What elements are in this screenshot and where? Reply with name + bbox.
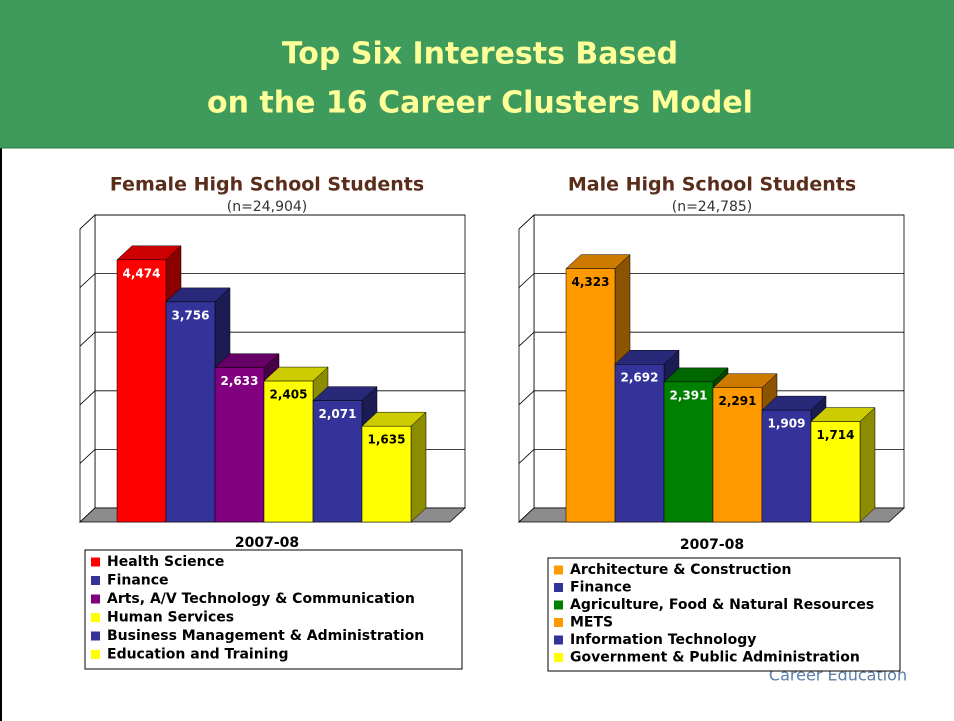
legend-box xyxy=(547,557,901,672)
grid-line xyxy=(79,214,465,230)
side-wall xyxy=(79,214,96,523)
chart-subtitle: (n=24,904) xyxy=(227,199,308,215)
legend-swatch xyxy=(91,631,100,641)
chart-title: Male High School Students xyxy=(568,174,856,196)
value-label: 1,714 xyxy=(817,428,855,442)
legend-label: Finance xyxy=(570,580,632,596)
legend-swatch xyxy=(554,618,563,627)
value-label: 2,071 xyxy=(319,407,357,421)
grid-line xyxy=(518,390,904,406)
legend-swatch xyxy=(91,613,100,622)
value-label: 1,635 xyxy=(368,433,406,447)
legend-swatch xyxy=(91,576,100,585)
value-label: 2,692 xyxy=(621,371,659,385)
bar xyxy=(361,411,427,523)
legend-swatch xyxy=(554,600,563,610)
legend-label: Information Technology xyxy=(570,632,756,648)
legend-swatch xyxy=(91,557,100,567)
header-title: Top Six Interests Based xyxy=(282,37,678,72)
header-band xyxy=(0,0,954,148)
x-axis-label: 2007-08 xyxy=(680,537,744,553)
legend-label: Finance xyxy=(107,573,169,589)
legend-label: Government & Public Administration xyxy=(570,650,860,666)
side-wall xyxy=(518,214,535,523)
legend-label: Human Services xyxy=(107,610,234,626)
legend-label: Agriculture, Food & Natural Resources xyxy=(570,597,874,613)
value-label: 4,474 xyxy=(123,266,161,280)
value-label: 2,633 xyxy=(221,374,259,388)
value-label: 3,756 xyxy=(172,308,210,322)
legend-label: Arts, A/V Technology & Communication xyxy=(107,591,415,607)
chart-title: Female High School Students xyxy=(110,174,424,196)
legend-swatch xyxy=(91,594,100,604)
grid-line xyxy=(518,214,904,230)
value-label: 2,391 xyxy=(670,388,708,402)
legend-label: METS xyxy=(570,615,613,631)
legend-swatch xyxy=(91,650,100,659)
value-label: 1,909 xyxy=(768,417,806,431)
grid-line xyxy=(518,273,904,288)
grid-line xyxy=(518,331,904,347)
chart-subtitle: (n=24,785) xyxy=(672,199,753,215)
value-label: 2,291 xyxy=(719,394,757,408)
grid-line xyxy=(79,331,465,347)
x-axis-label: 2007-08 xyxy=(235,535,299,551)
value-label: 4,323 xyxy=(572,275,610,289)
legend-swatch xyxy=(554,583,563,592)
legend-label: Architecture & Construction xyxy=(570,562,791,578)
legend-box xyxy=(84,549,463,670)
legend-label: Health Science xyxy=(107,554,224,570)
legend-label: Education and Training xyxy=(107,647,288,663)
bar xyxy=(810,406,876,523)
legend-swatch xyxy=(554,565,563,575)
header-title: on the 16 Career Clusters Model xyxy=(207,86,753,121)
legend-swatch xyxy=(554,653,563,662)
legend-swatch xyxy=(554,635,563,645)
grid-line xyxy=(79,273,465,288)
legend-label: Business Management & Administration xyxy=(107,628,424,644)
value-label: 2,405 xyxy=(270,388,308,402)
